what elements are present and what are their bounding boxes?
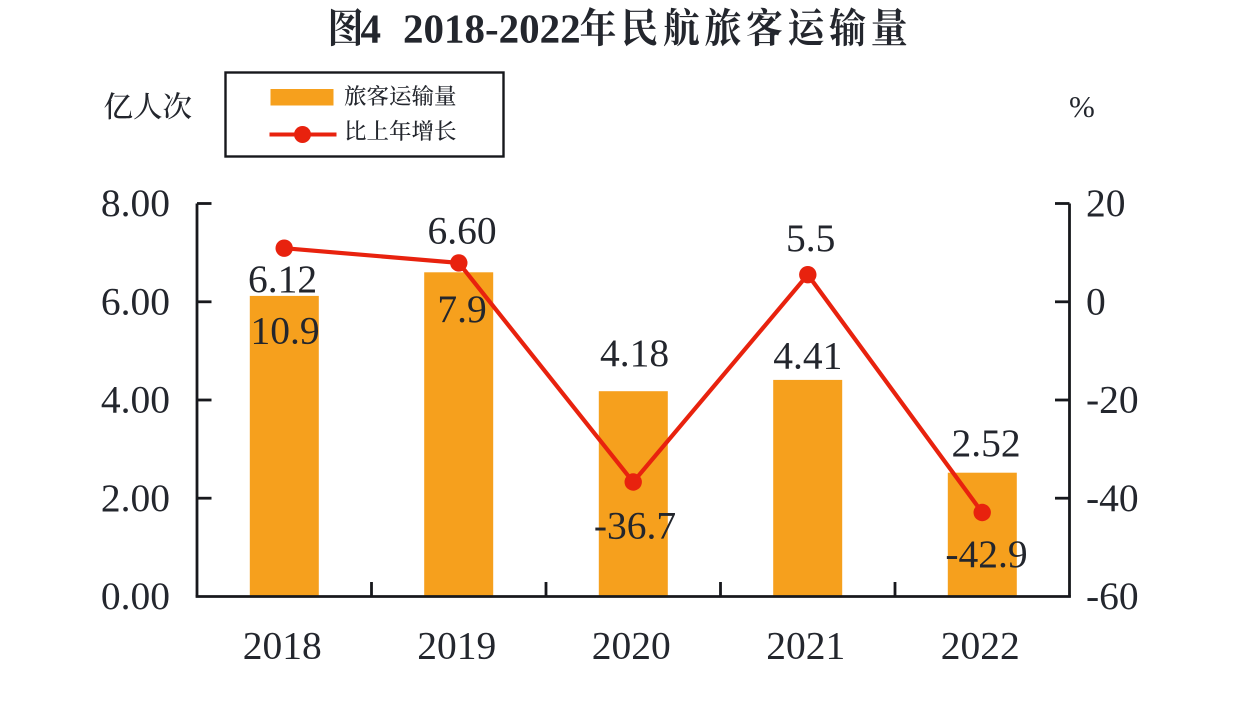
svg-text:2.52: 2.52 [951,421,1020,465]
svg-text:6.00: 6.00 [101,279,170,323]
svg-text:2020: 2020 [592,624,671,668]
svg-text:2019: 2019 [417,624,496,668]
svg-text:7.9: 7.9 [437,287,486,331]
svg-text:2022: 2022 [941,624,1020,668]
svg-text:10.9: 10.9 [250,309,319,353]
svg-text:4.00: 4.00 [101,378,170,422]
svg-text:-20: -20 [1086,378,1139,422]
svg-text:-40: -40 [1086,476,1139,520]
svg-text:2018-2022: 2018-2022 [403,6,581,52]
svg-text:-36.7: -36.7 [594,504,676,548]
svg-text:5.5: 5.5 [786,216,835,260]
svg-text:%: % [1069,89,1095,124]
svg-text:2018: 2018 [243,624,322,668]
svg-text:-60: -60 [1086,574,1139,618]
svg-text:4.41: 4.41 [773,334,842,378]
svg-text:0.00: 0.00 [101,574,170,618]
svg-text:-42.9: -42.9 [945,532,1027,576]
svg-text:4: 4 [361,6,382,52]
svg-text:0: 0 [1086,279,1106,323]
svg-text:8.00: 8.00 [101,181,170,225]
svg-text:2.00: 2.00 [101,476,170,520]
svg-text:4.18: 4.18 [600,331,669,375]
svg-text:20: 20 [1086,181,1126,225]
svg-text:6.12: 6.12 [248,257,317,301]
svg-text:2021: 2021 [766,624,845,668]
svg-text:6.60: 6.60 [427,209,496,253]
